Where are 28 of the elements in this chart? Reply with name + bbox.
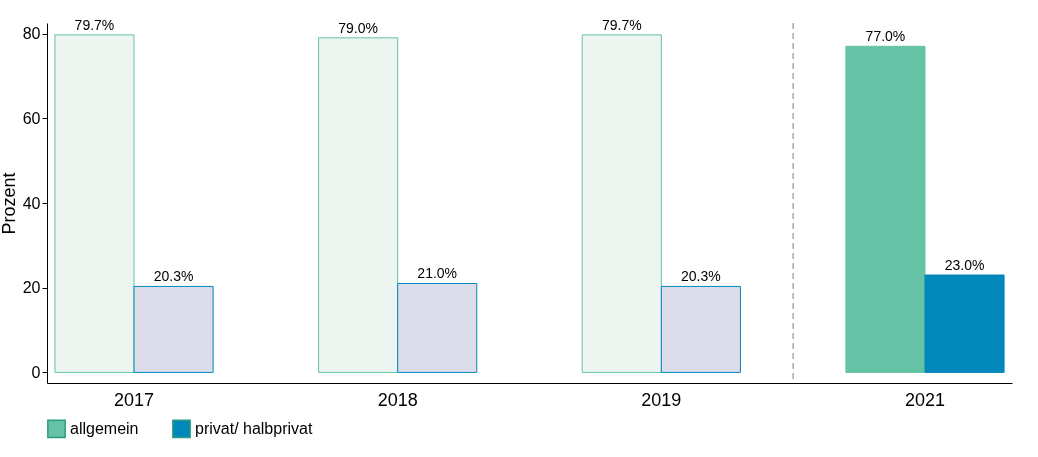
data-label: 20.3%	[681, 268, 721, 285]
y-tick-label: 20	[22, 279, 41, 297]
bar	[845, 45, 926, 373]
bar	[924, 274, 1005, 373]
bar	[397, 282, 478, 373]
legend-label: allgemein	[70, 419, 139, 437]
x-tick-label: 2017	[113, 389, 155, 410]
bar	[54, 34, 135, 373]
data-label: 20.3%	[153, 268, 194, 285]
bar	[318, 37, 399, 373]
y-tick-label: 0	[31, 363, 41, 381]
data-label: 79.7%	[601, 16, 642, 33]
y-tick-label: 80	[22, 25, 41, 43]
y-axis-title: Prozent	[0, 172, 19, 235]
x-tick-label: 2018	[377, 389, 418, 410]
y-tick-label: 60	[22, 109, 41, 127]
data-label: 23.0%	[944, 257, 985, 273]
data-label: 77.0%	[865, 28, 906, 45]
y-tick-label: 40	[22, 194, 41, 212]
x-tick-label: 2019	[641, 389, 682, 410]
bar	[581, 34, 662, 373]
data-label: 79.0%	[338, 19, 378, 36]
data-label: 21.0%	[417, 265, 458, 282]
bar	[660, 285, 741, 373]
legend-label: privat/ halbprivat	[195, 419, 313, 437]
x-tick-label: 2021	[904, 389, 946, 410]
bar	[133, 285, 214, 373]
data-label: 79.7%	[74, 16, 115, 33]
